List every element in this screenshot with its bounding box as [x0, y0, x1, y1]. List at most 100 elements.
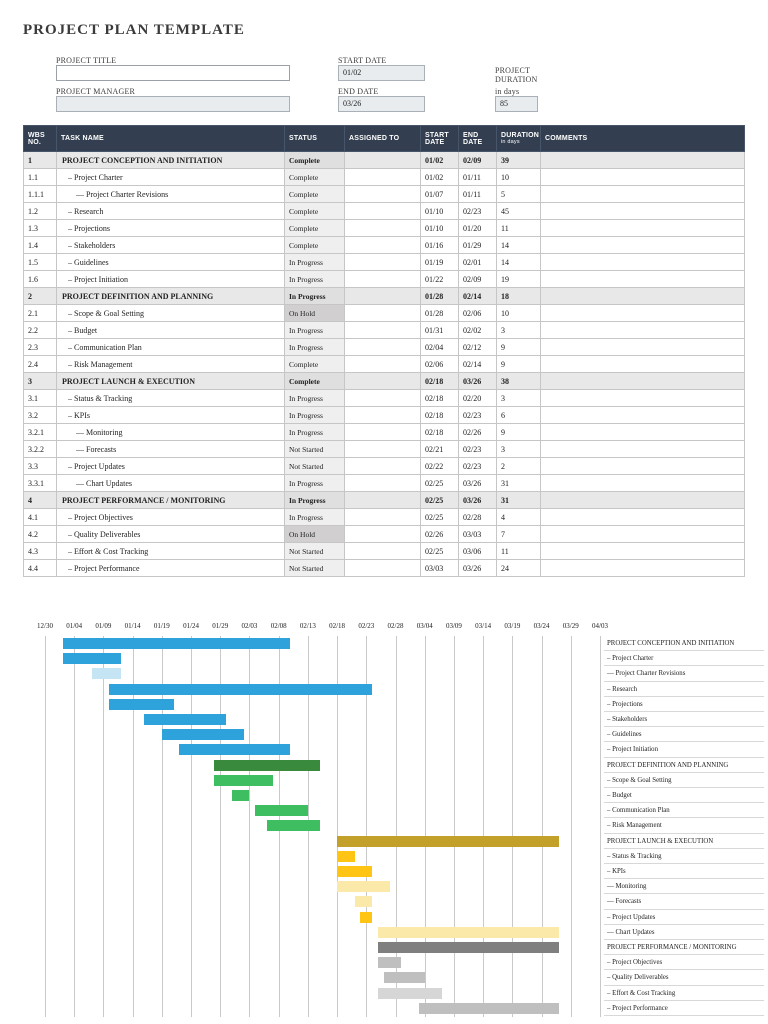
- cell-start[interactable]: 02/25: [420, 508, 459, 526]
- cell-end[interactable]: 02/02: [458, 321, 497, 339]
- cell-assigned[interactable]: [344, 236, 421, 254]
- cell-wbs[interactable]: 1.2: [23, 202, 57, 220]
- cell-duration[interactable]: 9: [496, 338, 541, 356]
- cell-duration[interactable]: 24: [496, 559, 541, 577]
- cell-comments[interactable]: [540, 338, 745, 356]
- cell-assigned[interactable]: [344, 270, 421, 288]
- cell-comments[interactable]: [540, 423, 745, 441]
- cell-start[interactable]: 02/06: [420, 355, 459, 373]
- cell-status[interactable]: In Progress: [284, 474, 345, 492]
- cell-start[interactable]: 01/22: [420, 270, 459, 288]
- cell-start[interactable]: 02/26: [420, 525, 459, 543]
- cell-assigned[interactable]: [344, 202, 421, 220]
- cell-duration[interactable]: 3: [496, 440, 541, 458]
- cell-task[interactable]: – Guidelines: [56, 253, 285, 271]
- cell-end[interactable]: 02/23: [458, 202, 497, 220]
- cell-wbs[interactable]: 2.1: [23, 304, 57, 322]
- cell-comments[interactable]: [540, 185, 745, 203]
- cell-comments[interactable]: [540, 355, 745, 373]
- cell-start[interactable]: 02/25: [420, 542, 459, 560]
- cell-assigned[interactable]: [344, 304, 421, 322]
- cell-wbs[interactable]: 3.2.2: [23, 440, 57, 458]
- cell-end[interactable]: 03/26: [458, 491, 497, 509]
- cell-task[interactable]: PROJECT PERFORMANCE / MONITORING: [56, 491, 285, 509]
- cell-wbs[interactable]: 1.1: [23, 168, 57, 186]
- cell-wbs[interactable]: 2.3: [23, 338, 57, 356]
- cell-task[interactable]: PROJECT CONCEPTION AND INITIATION: [56, 151, 285, 169]
- cell-start[interactable]: 01/28: [420, 287, 459, 305]
- cell-end[interactable]: 02/01: [458, 253, 497, 271]
- cell-duration[interactable]: 2: [496, 457, 541, 475]
- cell-end[interactable]: 03/06: [458, 542, 497, 560]
- cell-comments[interactable]: [540, 406, 745, 424]
- cell-end[interactable]: 02/28: [458, 508, 497, 526]
- cell-wbs[interactable]: 3.3.1: [23, 474, 57, 492]
- cell-start[interactable]: 01/10: [420, 202, 459, 220]
- cell-wbs[interactable]: 1.3: [23, 219, 57, 237]
- cell-start[interactable]: 01/02: [420, 151, 459, 169]
- cell-start[interactable]: 02/04: [420, 338, 459, 356]
- cell-comments[interactable]: [540, 219, 745, 237]
- cell-status[interactable]: In Progress: [284, 321, 345, 339]
- cell-comments[interactable]: [540, 559, 745, 577]
- cell-end[interactable]: 03/26: [458, 474, 497, 492]
- cell-status[interactable]: Not Started: [284, 542, 345, 560]
- cell-comments[interactable]: [540, 508, 745, 526]
- cell-task[interactable]: – Effort & Cost Tracking: [56, 542, 285, 560]
- cell-start[interactable]: 02/22: [420, 457, 459, 475]
- cell-comments[interactable]: [540, 253, 745, 271]
- cell-assigned[interactable]: [344, 355, 421, 373]
- cell-assigned[interactable]: [344, 491, 421, 509]
- cell-task[interactable]: – Projections: [56, 219, 285, 237]
- cell-comments[interactable]: [540, 287, 745, 305]
- cell-comments[interactable]: [540, 457, 745, 475]
- cell-status[interactable]: Not Started: [284, 457, 345, 475]
- cell-comments[interactable]: [540, 236, 745, 254]
- cell-end[interactable]: 02/23: [458, 457, 497, 475]
- project-title-input[interactable]: [56, 65, 290, 81]
- cell-comments[interactable]: [540, 491, 745, 509]
- cell-status[interactable]: Not Started: [284, 559, 345, 577]
- cell-comments[interactable]: [540, 372, 745, 390]
- cell-status[interactable]: Complete: [284, 168, 345, 186]
- cell-duration[interactable]: 7: [496, 525, 541, 543]
- cell-duration[interactable]: 38: [496, 372, 541, 390]
- cell-wbs[interactable]: 3.2: [23, 406, 57, 424]
- cell-comments[interactable]: [540, 542, 745, 560]
- cell-status[interactable]: In Progress: [284, 270, 345, 288]
- cell-assigned[interactable]: [344, 457, 421, 475]
- cell-end[interactable]: 01/20: [458, 219, 497, 237]
- cell-assigned[interactable]: [344, 525, 421, 543]
- cell-start[interactable]: 01/19: [420, 253, 459, 271]
- cell-comments[interactable]: [540, 304, 745, 322]
- cell-assigned[interactable]: [344, 287, 421, 305]
- cell-wbs[interactable]: 2: [23, 287, 57, 305]
- cell-end[interactable]: 02/12: [458, 338, 497, 356]
- cell-status[interactable]: Complete: [284, 202, 345, 220]
- cell-wbs[interactable]: 4: [23, 491, 57, 509]
- cell-assigned[interactable]: [344, 321, 421, 339]
- cell-task[interactable]: – Status & Tracking: [56, 389, 285, 407]
- cell-wbs[interactable]: 3.3: [23, 457, 57, 475]
- cell-comments[interactable]: [540, 168, 745, 186]
- cell-start[interactable]: 01/10: [420, 219, 459, 237]
- cell-start[interactable]: 01/16: [420, 236, 459, 254]
- cell-status[interactable]: Complete: [284, 236, 345, 254]
- cell-wbs[interactable]: 3.2.1: [23, 423, 57, 441]
- cell-start[interactable]: 01/07: [420, 185, 459, 203]
- cell-task[interactable]: – Project Updates: [56, 457, 285, 475]
- cell-task[interactable]: – Communication Plan: [56, 338, 285, 356]
- cell-status[interactable]: Complete: [284, 219, 345, 237]
- cell-status[interactable]: In Progress: [284, 253, 345, 271]
- cell-assigned[interactable]: [344, 219, 421, 237]
- cell-start[interactable]: 03/03: [420, 559, 459, 577]
- cell-start[interactable]: 02/18: [420, 372, 459, 390]
- cell-start[interactable]: 01/02: [420, 168, 459, 186]
- cell-assigned[interactable]: [344, 559, 421, 577]
- cell-duration[interactable]: 4: [496, 508, 541, 526]
- cell-status[interactable]: In Progress: [284, 491, 345, 509]
- cell-assigned[interactable]: [344, 372, 421, 390]
- cell-task[interactable]: — Chart Updates: [56, 474, 285, 492]
- start-date-input[interactable]: 01/02: [338, 65, 425, 81]
- cell-wbs[interactable]: 1: [23, 151, 57, 169]
